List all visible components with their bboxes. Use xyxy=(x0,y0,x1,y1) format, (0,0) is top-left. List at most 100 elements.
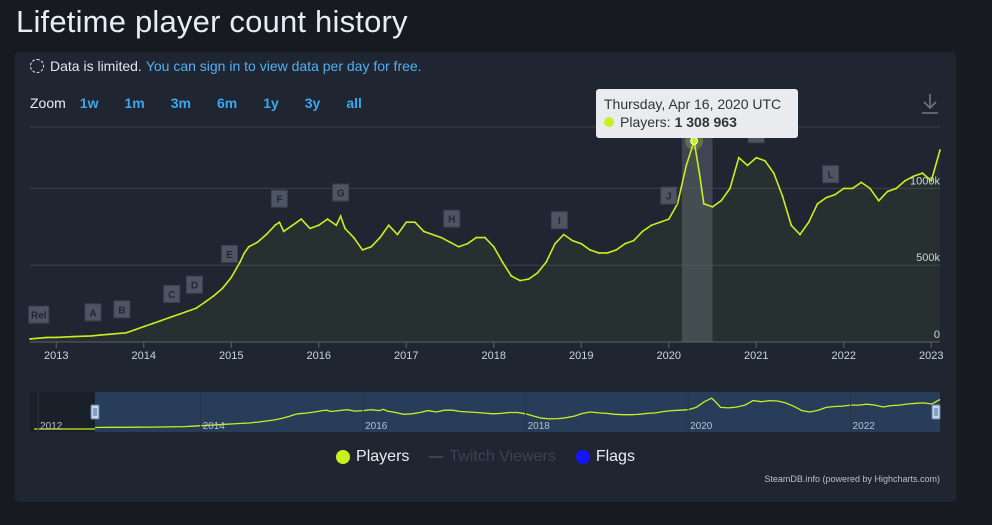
players-point xyxy=(939,149,941,151)
y-tick-label: 500k xyxy=(916,252,940,264)
players-point xyxy=(667,218,670,221)
players-point xyxy=(151,322,154,325)
players-point xyxy=(632,239,635,242)
players-point xyxy=(545,261,548,264)
zoom-3y-button[interactable]: 3y xyxy=(304,95,321,111)
flag-label: D xyxy=(191,281,198,292)
zoom-all-button[interactable]: all xyxy=(346,95,362,111)
players-point xyxy=(475,236,478,239)
navigator-tick-label: 2020 xyxy=(690,421,713,432)
flag-marker xyxy=(113,300,131,319)
navigator-tick-label: 2014 xyxy=(203,421,226,432)
players-point xyxy=(230,276,233,279)
flag-marker xyxy=(270,189,288,208)
y-tick-label: 1000k xyxy=(910,175,940,187)
players-point xyxy=(536,271,539,274)
x-tick-label: 2014 xyxy=(132,350,156,362)
players-point xyxy=(501,261,504,264)
legend-item-flags[interactable]: Flags xyxy=(575,448,635,466)
players-point xyxy=(869,187,871,190)
tooltip-date: Thursday, Apr 16, 2020 UTC xyxy=(604,96,782,112)
flag-marker xyxy=(332,183,350,202)
player-count-chart[interactable]: RelABCDEFGHIJKL 201320142015201620172018… xyxy=(15,52,956,502)
players-point xyxy=(29,338,31,340)
players-point xyxy=(282,230,285,233)
navigator-tick-label: 2012 xyxy=(40,421,63,432)
tooltip-value: 1 308 963 xyxy=(674,114,737,130)
players-point xyxy=(877,199,880,202)
zoom-1m-button[interactable]: 1m xyxy=(124,95,145,111)
players-point xyxy=(414,221,416,224)
navigator-handle[interactable] xyxy=(90,404,100,420)
legend-players-dot xyxy=(336,450,351,464)
x-tick-label: 2022 xyxy=(832,350,856,362)
flag-marker xyxy=(221,245,238,263)
players-point xyxy=(484,236,486,239)
players-point xyxy=(326,218,329,221)
players-point xyxy=(519,279,521,282)
players-point xyxy=(99,334,101,336)
players-point xyxy=(825,196,828,199)
players-point xyxy=(278,221,281,224)
players-point xyxy=(912,175,915,178)
players-point xyxy=(169,316,171,319)
players-point xyxy=(300,218,303,221)
x-tick-label: 2017 xyxy=(394,350,418,362)
flag-label: H xyxy=(448,215,455,226)
zoom-controls: Zoom 1w 1m 3m 6m 1y 3y all xyxy=(30,95,388,111)
players-point xyxy=(265,233,268,236)
page-title: Lifetime player count history xyxy=(16,4,408,39)
legend-item-players[interactable]: Players xyxy=(336,448,409,466)
tooltip-series-dot xyxy=(604,117,614,127)
players-point xyxy=(125,331,128,334)
players-point xyxy=(72,335,75,338)
zoom-6m-button[interactable]: 6m xyxy=(216,95,238,111)
zoom-1w-button[interactable]: 1w xyxy=(79,95,99,111)
players-point xyxy=(243,252,246,254)
players-point xyxy=(685,164,688,167)
flag-label: A xyxy=(89,308,96,319)
players-point xyxy=(339,215,342,217)
flag-marker xyxy=(550,211,568,230)
flag-label: L xyxy=(828,170,834,181)
x-tick-label: 2013 xyxy=(44,350,68,362)
players-point xyxy=(659,221,661,224)
players-point xyxy=(204,301,206,303)
players-point xyxy=(781,195,784,198)
players-point xyxy=(195,307,198,310)
flag-marker xyxy=(443,209,461,228)
players-point xyxy=(930,179,933,182)
download-icon[interactable] xyxy=(920,92,940,116)
players-point xyxy=(405,221,408,224)
players-point xyxy=(46,336,49,339)
players-point xyxy=(370,245,373,248)
players-point xyxy=(615,248,618,251)
legend-item-twitch-viewers[interactable]: Twitch Viewers xyxy=(429,448,556,466)
players-point xyxy=(624,242,626,245)
legend-twitch-label: Twitch Viewers xyxy=(449,448,556,465)
players-point xyxy=(606,252,609,254)
players-point xyxy=(239,261,241,264)
players-point xyxy=(90,334,93,337)
chart-credits[interactable]: SteamDB.info (powered by Highcharts.com) xyxy=(764,474,940,484)
legend-flags-dot xyxy=(575,450,590,464)
navigator-tick-label: 2016 xyxy=(365,421,388,432)
navigator-tick-label: 2018 xyxy=(528,421,551,432)
players-point xyxy=(711,205,714,208)
players-point xyxy=(107,333,110,336)
players-line xyxy=(29,140,941,340)
flag-label: B xyxy=(118,305,125,316)
flag-marker xyxy=(660,186,678,205)
players-point xyxy=(895,187,898,190)
zoom-3m-button[interactable]: 3m xyxy=(170,95,191,111)
players-point xyxy=(256,241,259,244)
navigator-handle[interactable] xyxy=(931,404,941,420)
players-point xyxy=(309,227,311,230)
zoom-1y-button[interactable]: 1y xyxy=(263,95,279,111)
x-tick-label: 2021 xyxy=(744,350,768,362)
flag-marker xyxy=(186,275,203,294)
players-point xyxy=(396,233,399,236)
sign-in-link[interactable]: You can sign in to view data per day for… xyxy=(145,58,422,74)
players-point xyxy=(702,202,705,205)
x-tick-label: 2020 xyxy=(657,350,681,362)
